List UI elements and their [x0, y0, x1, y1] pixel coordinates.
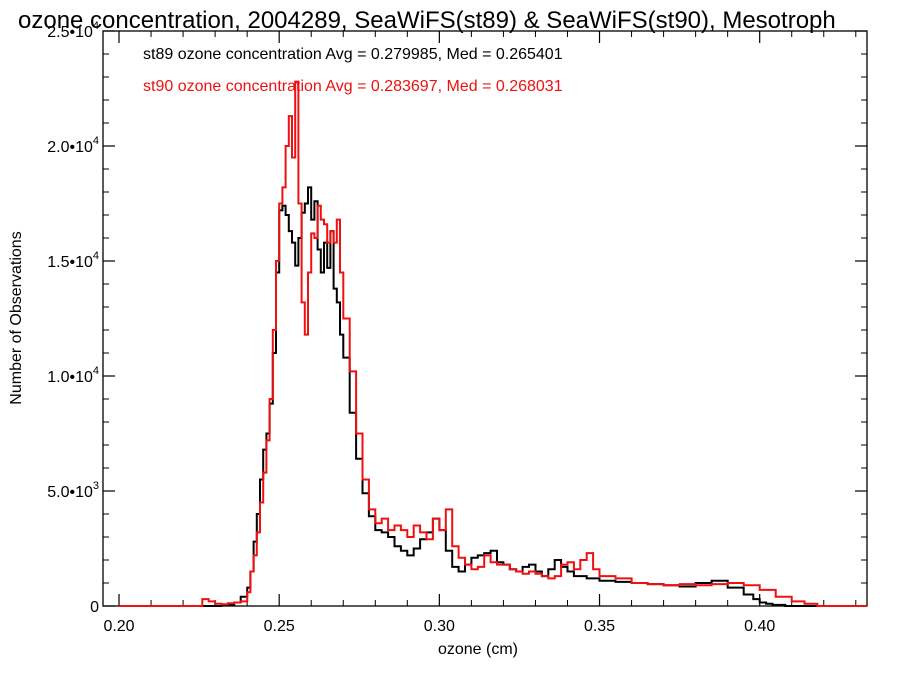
x-tick-label: 0.20: [103, 618, 134, 635]
x-tick-label: 0.40: [744, 618, 775, 635]
y-tick-label: 1.0•104: [47, 365, 99, 386]
x-axis: 0.20 0.25 0.30 0.35 0.40: [103, 31, 857, 635]
series-st90: [119, 80, 867, 607]
y-tick-label: 2.5•104: [47, 20, 99, 41]
series-st89: [119, 186, 867, 607]
x-axis-label: ozone (cm): [438, 641, 518, 658]
series-layer: [119, 80, 867, 607]
x-tick-label: 0.35: [584, 618, 615, 635]
legend-entry-st89: st89 ozone concentration Avg = 0.279985,…: [143, 46, 563, 63]
plot-frame: [102, 30, 868, 607]
y-tick-label: 2.0•104: [47, 135, 99, 156]
x-tick-label: 0.25: [264, 618, 295, 635]
y-tick-label: 5.0•103: [47, 480, 99, 501]
y-axis-label: Number of Observations: [8, 231, 25, 404]
y-tick-label: 1.5•104: [47, 250, 99, 271]
chart-title: ozone concentration, 2004289, SeaWiFS(st…: [18, 7, 836, 34]
y-axis: 0 5.0•103 1.0•104 1.5•104 2.0•104 2.5•104: [47, 20, 867, 616]
y-tick-label: 0: [90, 599, 99, 616]
x-tick-label: 0.30: [424, 618, 455, 635]
legend-entry-st90: st90 ozone concentration Avg = 0.283697,…: [143, 78, 563, 95]
